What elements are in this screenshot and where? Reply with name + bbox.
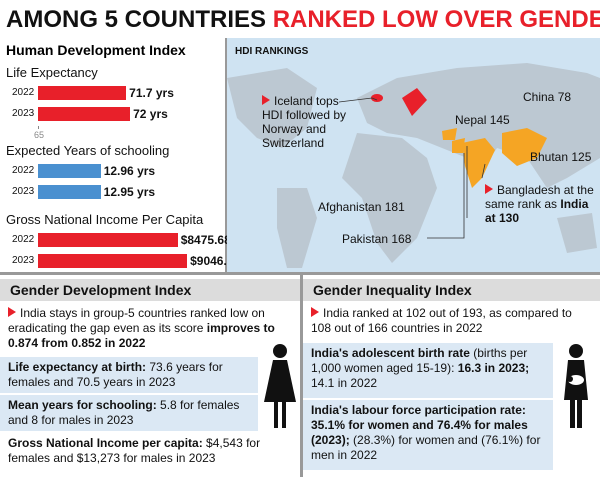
chart-label: Expected Years of schooling (6, 143, 170, 158)
gdi-item: India stays in group-5 countries ranked … (0, 303, 300, 355)
afghanistan-label: Afghanistan 181 (318, 200, 405, 214)
year-label: 2023 (12, 108, 35, 119)
gii-heading: Gender Inequality Index (303, 279, 600, 301)
year-label: 2022 (12, 165, 35, 176)
bar (38, 185, 101, 199)
value-label: 12.95 yrs (103, 185, 156, 199)
chart-label: Life Expectancy (6, 65, 98, 80)
woman-icon (264, 344, 296, 428)
china-label: China 78 (523, 90, 572, 104)
year-label: 2022 (12, 234, 35, 245)
item-bold: India's labour force participation rate:… (311, 403, 528, 447)
tick-mark (38, 126, 39, 129)
item-bold: India's adolescent birth rate (311, 346, 470, 360)
gdi-item: Life expectancy at birth: 73.6 years for… (0, 357, 258, 393)
item-text: (births per 1,000 women aged 15-19): (311, 346, 528, 375)
item-text: 14.1 in 2022 (311, 376, 378, 390)
gii-item: India ranked at 102 out of 193, as compa… (303, 303, 600, 341)
gdi-heading: Gender Development Index (0, 279, 300, 301)
annotation: Iceland tops HDI followed by Norway and … (262, 94, 362, 150)
year-label: 2022 (12, 87, 35, 98)
title-bar: AMONG 5 COUNTRIES RANKED LOW OVER GENDER… (0, 0, 600, 38)
map-heading: HDI RANKINGS (235, 46, 309, 57)
hdi-heading: Human Development Index (6, 42, 186, 58)
bangladesh-bold: India at 130 (485, 197, 589, 225)
iceland-note: Iceland tops HDI followed by Norway and … (262, 94, 347, 150)
gii-item: India's adolescent birth rate (births pe… (303, 343, 553, 398)
bar (38, 233, 178, 247)
value-label: 72 yrs (133, 107, 168, 121)
title-part2: RANKED LOW OVER GENDER GAP (272, 6, 600, 33)
item-bold: Gross National Income per capita: (8, 436, 203, 450)
bar (38, 254, 188, 268)
mother-icon (564, 344, 588, 428)
bangladesh-note: Bangladesh at the same rank as (485, 183, 594, 211)
year-label: 2023 (12, 186, 35, 197)
bhutan-label: Bhutan 125 (530, 150, 592, 164)
item-bold: 16.3 in 2023; (457, 361, 530, 375)
value-label: 12.96 yrs (103, 164, 156, 178)
pakistan-label: Pakistan 168 (342, 232, 412, 246)
item-text: $4,543 for females and $13,273 for males… (8, 436, 261, 465)
annotation: Bangladesh at the same rank as India at … (485, 183, 597, 225)
map: HDI RANKINGS (227, 38, 600, 272)
item-bold: improves to 0.874 from 0.852 in 2022 (8, 321, 275, 350)
nepal-label: Nepal 145 (455, 113, 510, 127)
item-bold: Life expectancy at birth: (8, 360, 147, 374)
value-label: 71.7 yrs (129, 86, 174, 100)
gdi-item: Gross National Income per capita: $4,543… (0, 433, 300, 473)
title-part1: AMONG 5 COUNTRIES (6, 6, 267, 33)
item-bold: Mean years for schooling: (8, 398, 157, 412)
x-tick-label: 65 (34, 130, 45, 140)
item-text: India stays in group-5 countries ranked … (8, 306, 265, 335)
bar (38, 86, 127, 100)
item-text: (28.3%) for women and (76.1%) for men in… (311, 433, 541, 462)
hdi-panel: Human Development Index Life Expectancy 2… (0, 38, 240, 272)
item-text: 73.6 years for females and 70.5 years in… (8, 360, 223, 389)
gdi-item: Mean years for schooling: 5.8 for female… (0, 395, 258, 431)
bar (38, 107, 131, 121)
item-text: 5.8 for females and 8 for males in 2023 (8, 398, 240, 427)
chart-label: Gross National Income Per Capita (6, 212, 204, 227)
value-label: $8475.68 (180, 233, 231, 247)
item-text: India ranked at 102 out of 193, as compa… (311, 306, 572, 335)
gii-item: India's labour force participation rate:… (303, 400, 553, 470)
year-label: 2023 (12, 255, 35, 266)
bar (38, 164, 101, 178)
